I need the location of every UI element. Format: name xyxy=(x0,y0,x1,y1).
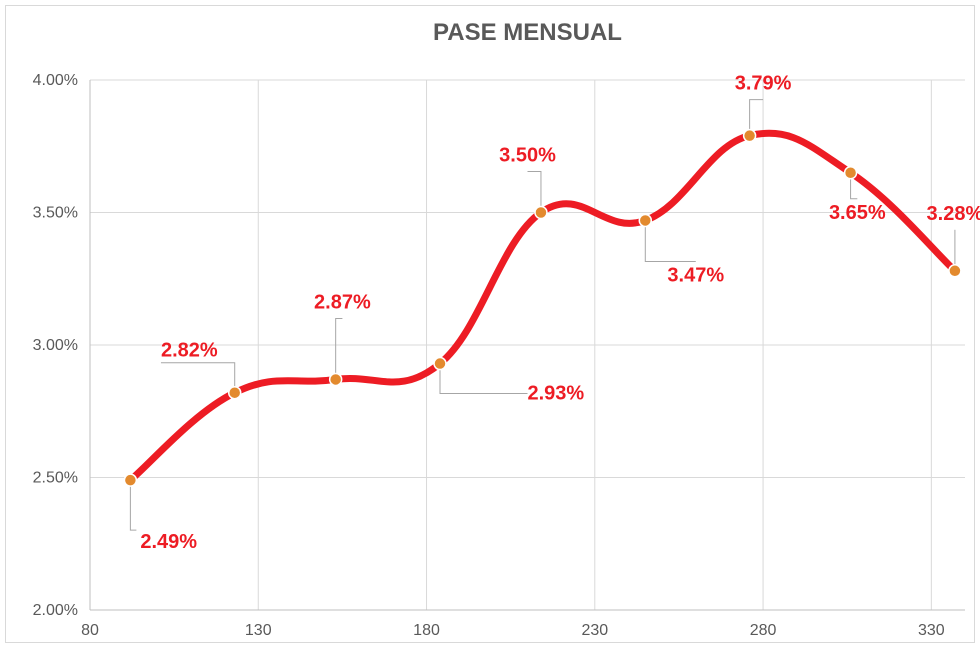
data-point-marker xyxy=(330,373,342,385)
y-tick-label: 4.00% xyxy=(33,72,78,89)
x-tick-label: 130 xyxy=(245,622,272,639)
y-tick-label: 3.50% xyxy=(33,205,78,222)
data-point-marker xyxy=(434,358,446,370)
chart-container: PASE MENSUAL 2.00% 2.50% 3.00% 3.50% 4.00% 80 1… xyxy=(0,0,980,648)
data-label: 3.28% xyxy=(927,203,980,225)
y-tick-label: 2.00% xyxy=(33,602,78,619)
x-tick-label: 180 xyxy=(413,622,440,639)
data-point-marker xyxy=(744,130,756,142)
x-tick-label: 280 xyxy=(750,622,777,639)
data-label: 2.87% xyxy=(314,291,371,313)
data-point-marker xyxy=(124,474,136,486)
data-labels: 2.49% 2.82% 2.87% 2.93% 3.50% 3.47% 3.79% 3.65%… xyxy=(140,73,980,554)
series-line xyxy=(130,133,955,480)
data-label: 2.93% xyxy=(528,383,585,405)
data-label: 3.65% xyxy=(829,202,886,224)
y-tick-label: 3.00% xyxy=(33,337,78,354)
x-tick-label: 330 xyxy=(918,622,945,639)
chart-title: PASE MENSUAL xyxy=(433,19,622,46)
x-tick-label: 230 xyxy=(581,622,608,639)
data-point-marker xyxy=(229,387,241,399)
data-point-marker xyxy=(639,214,651,226)
data-label: 3.79% xyxy=(735,73,792,95)
data-point-marker xyxy=(845,167,857,179)
data-point-marker xyxy=(949,265,961,277)
data-label: 3.47% xyxy=(667,264,724,286)
data-label: 2.82% xyxy=(161,340,218,362)
line-chart: PASE MENSUAL 2.00% 2.50% 3.00% 3.50% 4.00% 80 1… xyxy=(0,0,980,648)
data-label: 2.49% xyxy=(140,531,197,553)
data-label: 3.50% xyxy=(499,145,556,167)
y-tick-label: 2.50% xyxy=(33,470,78,487)
data-point-marker xyxy=(535,207,547,219)
x-tick-label: 80 xyxy=(81,622,99,639)
